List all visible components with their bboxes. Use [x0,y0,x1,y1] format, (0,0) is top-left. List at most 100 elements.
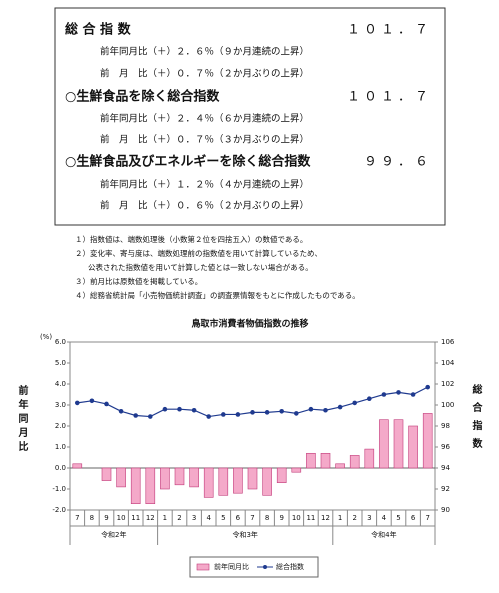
point [410,392,416,397]
bar [320,452,331,469]
y-tick-label: 5.0 [55,359,66,367]
summary-value: １０１．７ [347,23,432,38]
bar [233,467,243,494]
point [367,396,372,402]
x-tick-label: 2 [177,514,181,522]
bar [393,419,404,469]
point [221,412,226,417]
x-tick-label: 2 [352,514,356,522]
summary-detail: 前年同月比（＋）２．６％（９か月連続の上昇） [100,46,309,58]
x-tick-label: 3 [367,514,371,522]
bar [247,467,258,490]
point [191,407,197,413]
bar [349,455,360,469]
y2-tick-label: 100 [441,401,454,409]
summary-detail: 前 月 比（＋）０．６％（２か月ぶりの上昇） [100,200,309,212]
point [279,409,285,414]
x-tick-label: 9 [279,514,283,522]
point [75,400,80,406]
summary-label: ○生鮮食品及びエネルギーを除く総合指数 [65,154,311,170]
y-tick-label: 2.0 [55,422,66,430]
point [323,407,328,413]
bar [174,467,185,486]
y2-tick-label: 104 [441,359,455,367]
x-tick-label: 7 [75,514,79,522]
bar [364,448,375,469]
bar [291,467,302,473]
point [235,412,241,417]
x-tick-label: 12 [321,514,330,522]
point [133,413,138,418]
group-label: 令和3年 [232,530,257,539]
chart-title: 鳥取市消費者物価指数の推移 [191,318,308,330]
note: ３）前月比は原数値を掲載している。 [75,276,202,286]
bar [130,467,141,505]
x-tick-label: 9 [104,514,108,522]
note: ２）変化率、寄与度は、端数処理前の指数値を用いて計算しているため、 [75,248,322,258]
summary-detail: 前 月 比（＋）０．７％（３か月ぶりの上昇） [100,134,309,146]
point [337,404,343,410]
summary-detail: 前年同月比（＋）１．２％（４か月連続の上昇） [100,179,309,191]
x-tick-label: 7 [250,514,254,522]
summary-label: ○生鮮食品を除く総合指数 [65,89,220,105]
y-tick-label: 0.0 [55,464,66,472]
group-label: 令和4年 [371,530,396,539]
point [148,414,153,419]
point [425,384,431,390]
y2-tick-label: 90 [441,506,450,514]
note: ４）総務省統計局「小売物価統計調査」の調査票情報をもとに作成したものである。 [75,290,360,300]
bar [276,467,287,483]
x-tick-label: 3 [192,514,196,522]
x-tick-label: 1 [163,514,167,522]
bar [203,467,214,498]
y2-tick-label: 96 [441,443,450,451]
legend-label: 前年同月比 [214,562,249,571]
point [162,406,168,412]
y2-tick-label: 106 [441,338,455,346]
legend-swatch [196,563,210,571]
point [381,392,387,397]
x-tick-label: 10 [292,514,301,522]
legend [189,556,319,578]
bar [408,425,418,469]
x-tick-label: 11 [306,514,315,522]
y2-tick-label: 94 [441,464,450,472]
bar [306,452,316,469]
y-tick-label: 3.0 [55,401,66,409]
summary-detail: 前年同月比（＋）２．４％（６か月連続の上昇） [100,113,309,125]
bar [422,413,433,469]
x-tick-label: 10 [117,514,126,522]
y-tick-label: -1.0 [52,485,66,493]
y-tick-label: 1.0 [55,443,66,451]
x-tick-label: 5 [221,514,225,522]
summary-box [54,7,446,226]
bar [262,467,272,496]
summary-label: 総 合 指 数 [65,22,132,38]
x-tick-label: 1 [338,514,342,522]
y-tick-label: -2.0 [52,506,66,514]
group-label: 令和2年 [101,530,126,539]
y-unit: (%) [40,333,52,341]
y-tick-label: 4.0 [55,380,66,388]
summary-value: ９９．６ [364,155,432,170]
point [177,406,182,412]
x-tick-label: 12 [146,514,155,522]
legend-label: 総合指数 [276,562,304,571]
x-tick-label: 7 [425,514,429,522]
x-tick-label: 8 [90,514,94,522]
point [104,401,109,407]
point [206,414,211,419]
bar [189,467,199,488]
bar [145,467,156,505]
point [308,406,314,412]
bar [101,467,112,481]
point [250,410,255,415]
bar [218,467,229,496]
legend-swatch [263,565,267,569]
y2-tick-label: 98 [441,422,450,430]
point [352,400,358,406]
y-tick-label: 6.0 [55,338,66,346]
bar [116,467,126,488]
point [396,390,401,395]
